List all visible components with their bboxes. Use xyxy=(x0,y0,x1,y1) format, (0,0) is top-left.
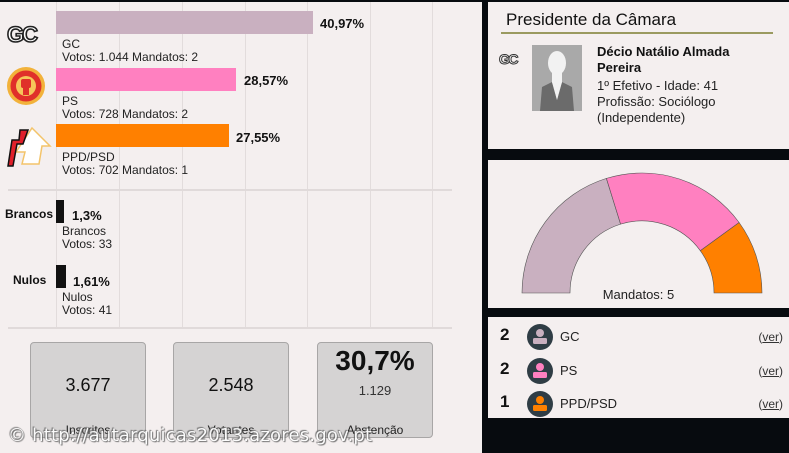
divider xyxy=(8,189,452,191)
label-ppd-psd: PPD/PSD Votos: 702 Mandatos: 1 xyxy=(62,151,188,177)
bar-ps[interactable] xyxy=(56,68,236,91)
gridline xyxy=(245,2,246,327)
percent-brancos: 1,3% xyxy=(72,208,102,223)
bar-nulos[interactable] xyxy=(56,265,66,288)
seats-semi-donut-chart xyxy=(521,172,763,294)
president-affiliation: (Independente) xyxy=(597,110,686,125)
stat-votantes: 2.548 Votantes xyxy=(173,342,289,438)
bar-ppd-psd[interactable] xyxy=(56,124,229,147)
percent-ppd-psd: 27,55% xyxy=(236,130,281,145)
gridline xyxy=(432,2,433,327)
label-brancos: Brancos Votos: 33 xyxy=(62,225,112,251)
psd-arrow-logo-icon xyxy=(6,124,52,175)
person-icon xyxy=(527,391,553,417)
abstencao-label: Abstenção xyxy=(346,423,404,437)
party-name: GC xyxy=(62,37,80,51)
seat-count: 2 xyxy=(500,359,510,378)
gridline xyxy=(119,2,120,327)
svg-text:GC: GC xyxy=(7,22,38,47)
gc-small-logo-icon: GC xyxy=(499,51,525,72)
view-link-ppd-psd[interactable]: (ver) xyxy=(758,397,783,411)
seat-count: 1 xyxy=(500,392,510,411)
results-panel: GC 40,97% GC Votos: 1.044 Mandatos: 2 28… xyxy=(0,2,482,453)
bar-gc[interactable] xyxy=(56,11,313,34)
svg-text:GC: GC xyxy=(499,51,518,67)
side-label-nulos: Nulos xyxy=(13,273,47,287)
abstencao-percent: 30,7% xyxy=(335,345,415,376)
seat-party: PS xyxy=(560,363,578,378)
seat-party: PPD/PSD xyxy=(560,396,618,411)
watermark: © http://autarquicas2013.azores.gov.pt xyxy=(8,425,373,446)
seats-list-panel: 2 GC (ver) 2 PS (ver) 1 PPD/PSD (ver) xyxy=(488,317,789,418)
mandates-total-label: Mandatos: 5 xyxy=(602,287,675,302)
seat-count: 2 xyxy=(500,325,510,344)
person-icon xyxy=(527,358,553,384)
votes-text: Votos: 41 xyxy=(62,303,113,317)
slice-ppd-psd xyxy=(699,222,763,294)
percent-gc: 40,97% xyxy=(320,16,365,31)
party-name: PS xyxy=(62,94,79,108)
percent-nulos: 1,61% xyxy=(73,274,110,289)
president-position: 1º Efetivo - Idade: 41 xyxy=(597,78,719,93)
president-info: 1º Efetivo - Idade: 41 Profissão: Sociól… xyxy=(597,78,718,126)
gridline xyxy=(307,2,308,327)
slice-gc xyxy=(521,178,621,294)
seat-row-gc: 2 GC (ver) xyxy=(488,319,789,350)
seat-row-ppd-psd: 1 PPD/PSD (ver) xyxy=(488,386,789,417)
person-icon xyxy=(527,324,553,350)
seat-row-ps: 2 PS (ver) xyxy=(488,353,789,384)
side-label-brancos: Brancos xyxy=(5,207,54,221)
percent-ps: 28,57% xyxy=(244,73,289,88)
votes-text: Votos: 702 Mandatos: 1 xyxy=(62,163,189,177)
category-name: Nulos xyxy=(62,290,93,304)
label-gc: GC Votos: 1.044 Mandatos: 2 xyxy=(62,38,198,64)
gridline xyxy=(56,2,57,327)
label-ps: PS Votos: 728 Mandatos: 2 xyxy=(62,95,188,121)
abstencao-value: 1.129 xyxy=(358,383,392,398)
president-photo-placeholder xyxy=(532,45,582,111)
president-profession: Profissão: Sociólogo xyxy=(597,94,716,109)
votes-text: Votos: 33 xyxy=(62,237,113,251)
party-name: PPD/PSD xyxy=(62,150,115,164)
bar-brancos[interactable] xyxy=(56,200,64,223)
title-underline xyxy=(501,32,773,34)
ps-fist-logo-icon xyxy=(6,66,46,111)
votantes-value: 2.548 xyxy=(208,375,254,395)
votes-text: Votos: 1.044 Mandatos: 2 xyxy=(62,50,199,64)
gc-logo-icon: GC xyxy=(6,20,46,55)
votantes-label: Votantes xyxy=(207,423,255,437)
category-name: Brancos xyxy=(62,224,107,238)
gridline xyxy=(182,2,183,327)
votes-text: Votos: 728 Mandatos: 2 xyxy=(62,107,189,121)
stat-inscritos: 3.677 Inscritos xyxy=(30,342,146,438)
president-panel: Presidente da Câmara GC Décio Natálio Al… xyxy=(488,2,789,149)
seat-party: GC xyxy=(560,329,580,344)
stat-abstencao: 30,7% 1.129 Abstenção xyxy=(317,342,433,438)
inscritos-value: 3.677 xyxy=(65,375,111,395)
view-link-ps[interactable]: (ver) xyxy=(758,364,783,378)
gridline xyxy=(370,2,371,327)
divider xyxy=(8,327,452,329)
view-link-gc[interactable]: (ver) xyxy=(758,330,783,344)
inscritos-label: Inscritos xyxy=(65,423,111,437)
seats-chart-panel: Mandatos: 5 xyxy=(488,160,789,308)
president-title: Presidente da Câmara xyxy=(506,10,677,29)
label-nulos: Nulos Votos: 41 xyxy=(62,291,112,317)
president-name: Décio Natálio Almada Pereira xyxy=(597,44,730,75)
